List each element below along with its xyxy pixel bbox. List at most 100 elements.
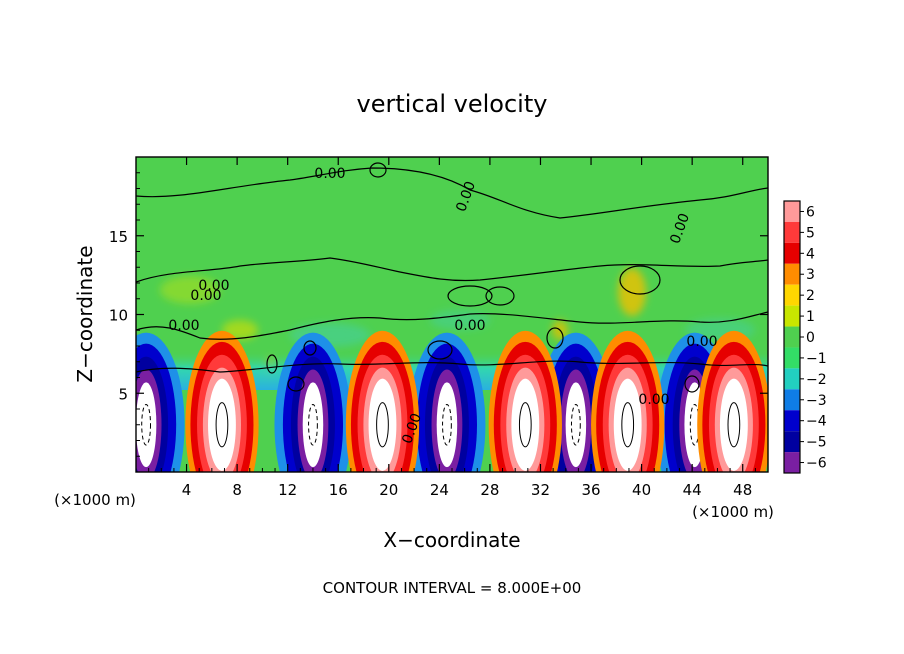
x-tick-label: 36 bbox=[581, 481, 600, 499]
y-axis-label: Z−coordinate bbox=[73, 245, 97, 382]
negative-contour bbox=[570, 403, 581, 446]
colorbar-label: 1 bbox=[806, 309, 815, 325]
updraft-cell bbox=[697, 330, 768, 472]
colorbar-swatch bbox=[784, 452, 800, 473]
x-tick-label: 28 bbox=[480, 481, 499, 499]
colorbar-label: 2 bbox=[806, 288, 815, 304]
downdraft-cell bbox=[136, 332, 185, 472]
positive-contour bbox=[215, 402, 229, 448]
updraft-white-core bbox=[613, 378, 642, 471]
x-tick-label: 16 bbox=[329, 481, 348, 499]
colorbar-label: 4 bbox=[806, 246, 815, 262]
positive-contour bbox=[727, 402, 741, 448]
zero-contour-loop bbox=[369, 162, 387, 178]
y-tick-label: 10 bbox=[109, 307, 128, 325]
colorbar-swatch bbox=[784, 431, 800, 453]
convective-cells bbox=[136, 330, 768, 472]
zero-contour-loop bbox=[485, 286, 515, 306]
negative-contour bbox=[442, 403, 452, 446]
x-tick-label: 44 bbox=[683, 481, 702, 499]
updraft-white-core bbox=[208, 378, 236, 471]
x-tick-label: 48 bbox=[733, 481, 752, 499]
chart-title: vertical velocity bbox=[357, 90, 548, 118]
colorbar-swatch bbox=[784, 263, 800, 285]
zero-contour-loop bbox=[619, 265, 661, 295]
colorbar-label: 6 bbox=[806, 204, 815, 220]
y-tick-label: 15 bbox=[109, 228, 128, 246]
updraft-white-core bbox=[511, 378, 540, 471]
colorbar-swatch bbox=[784, 410, 800, 432]
y-axis-ticks: 5 10 15 bbox=[109, 172, 768, 457]
colorbar-swatch bbox=[784, 305, 800, 327]
zero-contour-loop bbox=[287, 376, 305, 392]
zero-contour-loop bbox=[684, 375, 700, 393]
contour-label: 0.00 bbox=[638, 392, 669, 408]
colorbar-label: −5 bbox=[806, 435, 827, 451]
contour-label: 0.00 bbox=[190, 288, 221, 304]
cyan-patch bbox=[430, 310, 490, 330]
contour-label: 0.00 bbox=[454, 318, 485, 334]
colorbar-swatch bbox=[784, 389, 800, 411]
x-unit-label: (×1000 m) bbox=[692, 503, 774, 521]
colorbar-swatch bbox=[784, 242, 800, 264]
y-unit-label: (×1000 m) bbox=[54, 491, 136, 509]
x-tick-label: 12 bbox=[278, 481, 297, 499]
positive-contour bbox=[518, 402, 532, 448]
zero-contour-upper bbox=[136, 167, 768, 219]
x-tick-label: 40 bbox=[632, 481, 651, 499]
zero-contour-mid bbox=[136, 311, 768, 340]
x-tick-label: 8 bbox=[232, 481, 242, 499]
y-tick-label: 5 bbox=[118, 385, 128, 403]
colorbar-swatch bbox=[784, 201, 800, 222]
downdraft-cell bbox=[408, 332, 486, 472]
zero-contour-loop bbox=[266, 354, 278, 374]
positive-contour bbox=[376, 402, 389, 448]
negative-contour bbox=[308, 403, 318, 446]
x-tick-label: 20 bbox=[379, 481, 398, 499]
updraft-cell bbox=[345, 330, 420, 472]
colorbar: 6 5 4 3 2 1 0 −1 −2 −3 −4 −5 −6 bbox=[783, 200, 827, 474]
plot-area: 0.000.000.000.000.000.000.000.000.000.00… bbox=[109, 156, 769, 499]
downdraft-cell bbox=[274, 332, 352, 472]
colorbar-swatch bbox=[784, 326, 800, 348]
contour-label: 0.00 bbox=[314, 166, 345, 182]
contour-label: 0.00 bbox=[686, 334, 717, 350]
colorbar-swatch bbox=[784, 347, 800, 369]
velocity-field bbox=[136, 157, 768, 472]
colorbar-label: −3 bbox=[806, 393, 827, 409]
x-axis-label: X−coordinate bbox=[383, 528, 520, 552]
zero-contour-loop bbox=[303, 340, 317, 356]
colorbar-swatch bbox=[784, 284, 800, 306]
zero-contour-low bbox=[136, 360, 768, 373]
colorbar-label: 3 bbox=[806, 267, 815, 283]
colorbar-label: −1 bbox=[806, 351, 827, 367]
zero-contour-loop bbox=[546, 327, 564, 349]
contour-label: 0.00 bbox=[168, 318, 199, 334]
downdraft-white-core bbox=[302, 382, 324, 468]
negative-contour bbox=[141, 403, 152, 446]
updraft-cell bbox=[591, 330, 665, 472]
contour-lines bbox=[136, 162, 768, 393]
x-tick-label: 4 bbox=[182, 481, 192, 499]
colorbar-swatch bbox=[784, 221, 800, 243]
downdraft-white-core bbox=[136, 382, 157, 468]
contour-label: 0.00 bbox=[198, 278, 229, 294]
colorbar-swatch bbox=[784, 368, 800, 390]
light-patch bbox=[618, 268, 646, 316]
contour-interval-note: CONTOUR INTERVAL = 8.000E+00 bbox=[323, 579, 582, 597]
colorbar-label: 0 bbox=[806, 330, 815, 346]
x-tick-label: 32 bbox=[531, 481, 550, 499]
updraft-white-core bbox=[719, 378, 748, 471]
colorbar-label: 5 bbox=[806, 225, 815, 241]
colorbar-label: −6 bbox=[806, 456, 827, 472]
positive-contour bbox=[621, 402, 635, 448]
updraft-cell bbox=[185, 330, 259, 472]
downdraft-white-core bbox=[436, 382, 458, 468]
x-tick-label: 24 bbox=[430, 481, 449, 499]
updraft-cell bbox=[488, 330, 562, 472]
x-axis-ticks: 4 8 12 16 20 24 28 32 36 40 44 48 bbox=[148, 157, 756, 499]
zero-contour-mid bbox=[136, 257, 768, 283]
zero-contour-loop bbox=[447, 285, 493, 307]
light-patch bbox=[160, 276, 220, 304]
zero-contour-loop bbox=[427, 340, 453, 360]
